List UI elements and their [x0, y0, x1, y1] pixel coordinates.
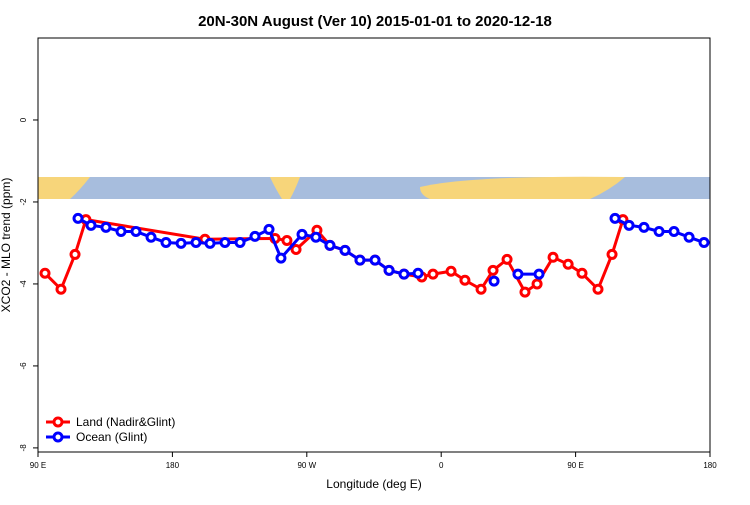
point: [39, 267, 51, 279]
point: [296, 228, 308, 240]
point: [576, 267, 588, 279]
point: [683, 231, 695, 243]
map-land: [270, 177, 300, 199]
map-land: [38, 177, 90, 199]
point: [606, 248, 618, 260]
point: [190, 237, 202, 249]
point: [668, 225, 680, 237]
point: [501, 253, 513, 265]
point: [487, 264, 499, 276]
point: [281, 234, 293, 246]
point: [475, 283, 487, 295]
legend-label: Ocean (Glint): [76, 430, 147, 444]
point: [609, 212, 621, 224]
x-tick-label: 180: [166, 461, 180, 470]
y-tick-label: -8: [19, 444, 28, 452]
point: [219, 237, 231, 249]
point: [85, 219, 97, 231]
point: [204, 237, 216, 249]
point: [445, 265, 457, 277]
map-strip: [38, 176, 710, 199]
legend-label: Land (Nadir&Glint): [76, 415, 175, 429]
point: [459, 274, 471, 286]
point: [488, 275, 500, 287]
y-axis-label: XCO2 - MLO trend (ppm): [0, 178, 13, 313]
map-land: [420, 176, 625, 199]
point: [115, 225, 127, 237]
point: [653, 225, 665, 237]
x-tick-label: 90 E: [30, 461, 46, 470]
y-tick-label: -4: [19, 280, 28, 288]
point: [354, 254, 366, 266]
point: [72, 212, 84, 224]
x-tick-label: 180: [703, 461, 717, 470]
point: [638, 221, 650, 233]
point: [412, 267, 424, 279]
point: [100, 221, 112, 233]
point: [547, 251, 559, 263]
point: [145, 231, 157, 243]
point: [175, 237, 187, 249]
point: [398, 268, 410, 280]
y-tick-label: -6: [19, 362, 28, 370]
legend-marker: [52, 416, 64, 428]
point: [698, 237, 710, 249]
point: [369, 254, 381, 266]
x-axis-label: Longitude (deg E): [326, 477, 421, 491]
point: [324, 239, 336, 251]
point: [290, 244, 302, 256]
point: [234, 237, 246, 249]
legend-marker: [52, 431, 64, 443]
point: [533, 268, 545, 280]
chart-title: 20N-30N August (Ver 10) 2015-01-01 to 20…: [198, 13, 552, 30]
point: [263, 223, 275, 235]
y-tick-label: 0: [19, 117, 28, 122]
point: [310, 231, 322, 243]
point: [249, 230, 261, 242]
x-tick-label: 0: [439, 461, 444, 470]
point: [623, 219, 635, 231]
point: [275, 252, 287, 264]
point: [69, 248, 81, 260]
point: [55, 283, 67, 295]
point: [130, 225, 142, 237]
point: [427, 268, 439, 280]
point: [562, 258, 574, 270]
point: [339, 244, 351, 256]
x-tick-label: 90 E: [567, 461, 583, 470]
x-tick-label: 90 W: [297, 461, 316, 470]
plot-frame: [37, 37, 711, 453]
point: [519, 286, 531, 298]
point: [160, 237, 172, 249]
point: [531, 278, 543, 290]
point: [383, 264, 395, 276]
y-tick-label: -2: [19, 198, 28, 206]
point: [512, 268, 524, 280]
point: [592, 283, 604, 295]
